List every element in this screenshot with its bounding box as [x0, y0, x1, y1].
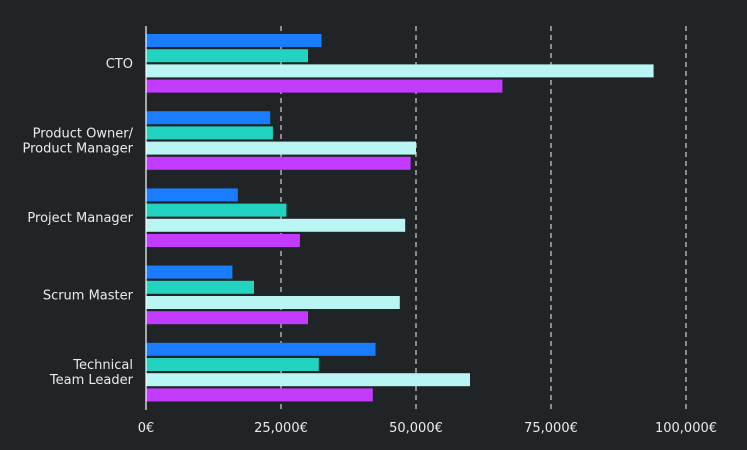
bar: [146, 234, 300, 247]
bar: [146, 342, 376, 356]
category-label: Scrum Master: [43, 288, 134, 303]
category-label-line: Product Manager: [23, 142, 134, 157]
bar: [146, 49, 308, 63]
category-label: Technical Team Leader: [49, 358, 134, 388]
category-label: Product Owner/Product Manager: [23, 127, 134, 157]
bar: [146, 111, 271, 125]
bars: [146, 34, 654, 402]
bar: [146, 188, 238, 202]
bar: [146, 296, 400, 309]
bar: [146, 126, 273, 140]
x-tick-label: 100,000€: [655, 421, 717, 436]
category-label-line: Technical: [72, 358, 133, 373]
x-tick-label: 25,000€: [254, 421, 308, 436]
bar: [146, 141, 416, 155]
bar: [146, 265, 233, 279]
bar: [146, 34, 322, 47]
bar: [146, 79, 503, 93]
category-label-line: Team Leader: [49, 373, 134, 388]
x-tick-label: 50,000€: [389, 421, 443, 436]
category-label-line: Project Manager: [27, 211, 133, 226]
bar: [146, 358, 319, 371]
bar: [146, 280, 254, 294]
category-label-line: Product Owner/: [33, 127, 134, 142]
category-label-line: CTO: [106, 57, 133, 72]
bar: [146, 218, 406, 232]
x-tick-label: 0€: [138, 421, 155, 436]
bar: [146, 373, 470, 387]
x-tick-label: 75,000€: [524, 421, 578, 436]
bar: [146, 388, 373, 402]
labels: CTO Product Owner/Product Manager Project …: [23, 57, 718, 436]
bar: [146, 203, 287, 217]
category-label-line: Scrum Master: [43, 288, 134, 303]
bar: [146, 156, 411, 170]
category-label: Project Manager: [27, 211, 133, 226]
bar: [146, 64, 654, 78]
bar: [146, 311, 308, 325]
category-label: CTO: [106, 57, 133, 72]
